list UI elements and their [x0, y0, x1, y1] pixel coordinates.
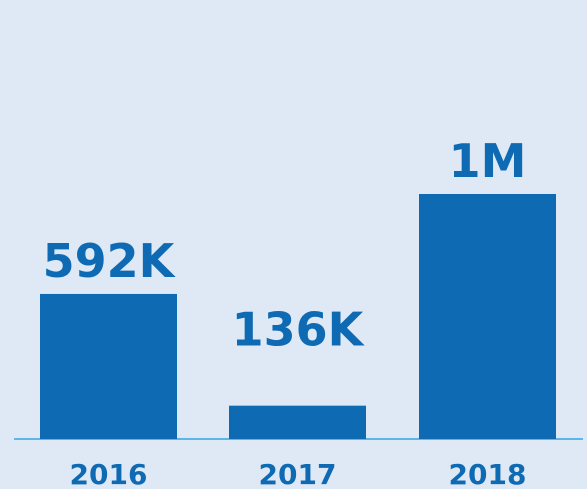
x-tick-label-2017: 2017 [259, 458, 337, 489]
tick-labels-group: 2016 2017 2018 [70, 458, 527, 489]
value-label-2017: 136K [232, 303, 366, 357]
value-labels-group: 592K 136K 1M [43, 134, 527, 357]
value-label-2016: 592K [43, 234, 177, 288]
bar-2017 [229, 405, 366, 439]
bar-2018 [419, 194, 556, 439]
bar-2016 [40, 293, 177, 439]
bars-group [40, 194, 556, 439]
x-tick-label-2018: 2018 [449, 458, 527, 489]
value-label-2018: 1M [449, 134, 527, 188]
x-tick-label-2016: 2016 [70, 458, 148, 489]
